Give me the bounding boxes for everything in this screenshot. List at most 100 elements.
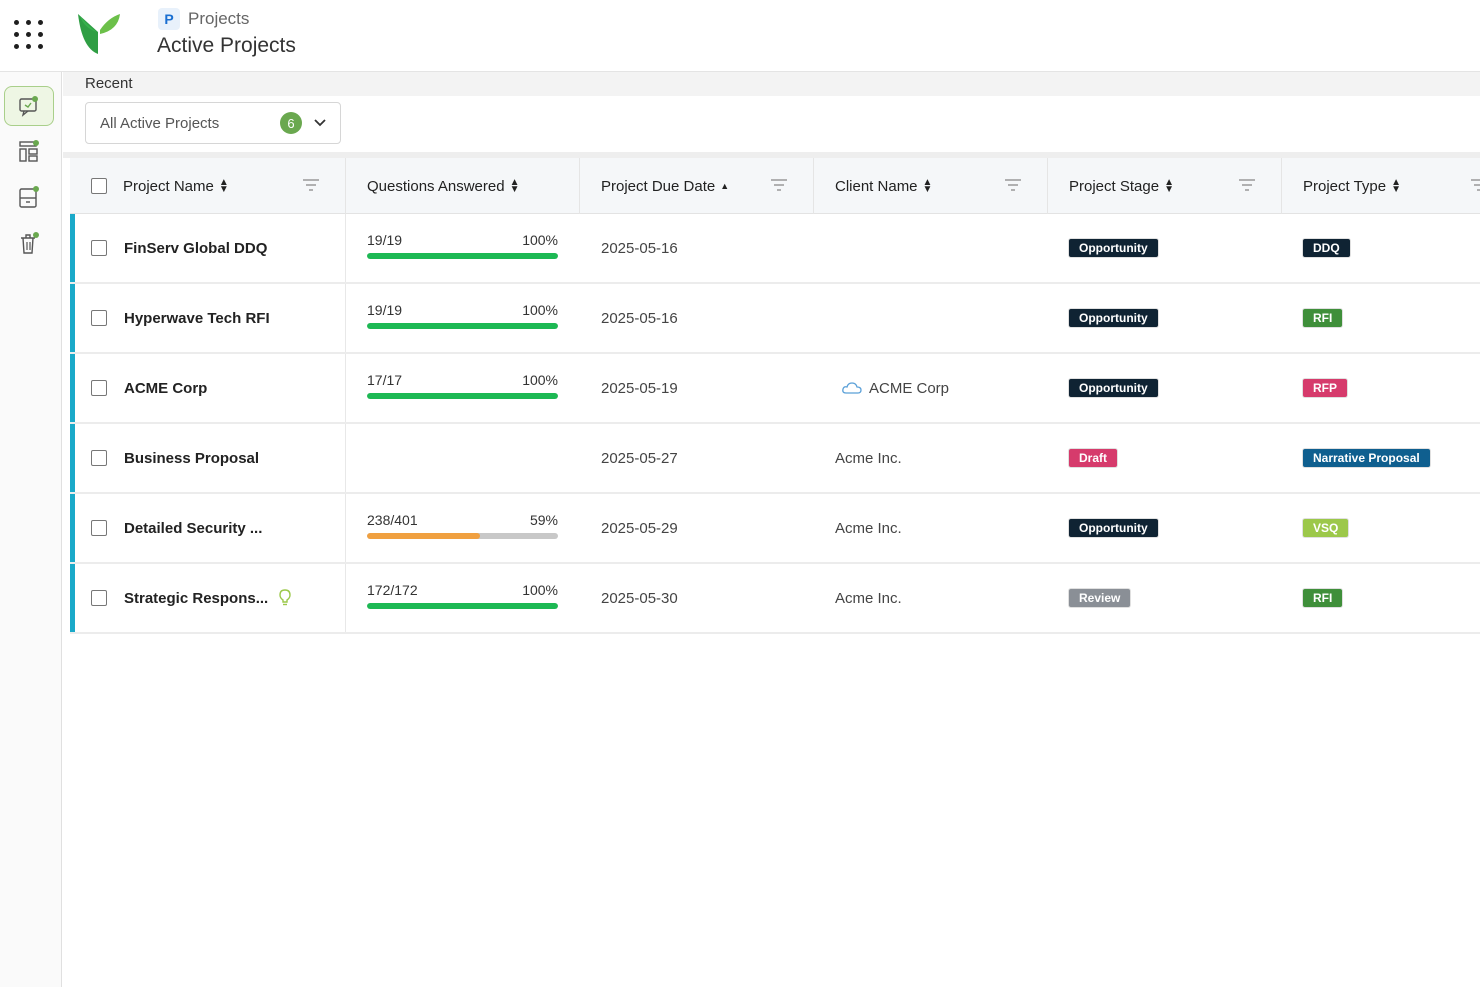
header-questions-answered-label: Questions Answered: [367, 177, 505, 195]
breadcrumb[interactable]: P Projects: [158, 8, 249, 30]
project-name-cell[interactable]: Business Proposal: [124, 424, 259, 492]
row-accent-bar: [70, 354, 75, 422]
project-name[interactable]: Detailed Security ...: [124, 519, 263, 537]
view-selector-dropdown[interactable]: All Active Projects 6: [85, 102, 341, 144]
select-all-cell: [91, 158, 107, 214]
project-name[interactable]: Hyperwave Tech RFI: [124, 309, 270, 327]
row-checkbox[interactable]: [91, 450, 107, 466]
project-stage-cell: Opportunity: [1069, 284, 1158, 352]
questions-progress: 172/172 100%: [367, 582, 558, 609]
sidebar-trash[interactable]: [4, 224, 54, 264]
header-client-name[interactable]: Client Name ▲ ▼: [835, 158, 932, 214]
project-name[interactable]: FinServ Global DDQ: [124, 239, 268, 257]
recent-bar: Recent: [63, 72, 1480, 96]
sort-icon[interactable]: ▲ ▼: [922, 177, 933, 195]
sort-icon[interactable]: ▲ ▼: [509, 177, 520, 195]
filter-icon[interactable]: [1004, 178, 1022, 192]
header-project-name[interactable]: Project Name ▲ ▼: [123, 158, 229, 214]
sidebar-templates[interactable]: [4, 132, 54, 172]
sidebar-active-projects[interactable]: [4, 86, 54, 126]
row-checkbox[interactable]: [91, 310, 107, 326]
header-project-stage[interactable]: Project Stage ▲ ▼: [1069, 158, 1174, 214]
sort-icon[interactable]: ▲ ▼: [218, 177, 229, 195]
table-row[interactable]: Detailed Security ... 238/401 59% 2025-0…: [70, 494, 1480, 564]
project-stage-badge: Opportunity: [1069, 519, 1158, 537]
project-stage-badge: Review: [1069, 589, 1131, 607]
client-name-cell: Acme Inc.: [835, 424, 902, 492]
questions-answered-percent: 100%: [522, 232, 558, 248]
filter-icon[interactable]: [1470, 178, 1480, 192]
client-name-cell: Acme Inc.: [835, 564, 902, 632]
due-date: 2025-05-16: [601, 239, 678, 257]
row-select-cell: [91, 564, 107, 632]
projects-table: Project Name ▲ ▼ Questions Answered ▲ ▼ Pr…: [70, 158, 1480, 634]
table-row[interactable]: ACME Corp 17/17 100% 2025-05-19 ACME Cor…: [70, 354, 1480, 424]
header-due-date[interactable]: Project Due Date ▲: [601, 158, 729, 214]
client-name-wrap: Acme Inc.: [835, 590, 902, 607]
project-stage-cell: Opportunity: [1069, 494, 1158, 562]
filter-area: All Active Projects 6: [63, 96, 1480, 152]
project-stage-cell: Draft: [1069, 424, 1118, 492]
filter-icon[interactable]: [1238, 178, 1256, 192]
header-questions-answered[interactable]: Questions Answered ▲ ▼: [367, 158, 519, 214]
due-date: 2025-05-16: [601, 309, 678, 327]
sort-icon[interactable]: ▲ ▼: [1391, 177, 1402, 195]
project-name-cell[interactable]: ACME Corp: [124, 354, 207, 422]
select-all-checkbox[interactable]: [91, 178, 107, 194]
progress-bar-fill: [367, 323, 558, 329]
row-select-cell: [91, 424, 107, 492]
questions-answered-count: 19/19: [367, 302, 403, 318]
due-date: 2025-05-29: [601, 519, 678, 537]
section-divider: [63, 152, 1480, 158]
table-row[interactable]: Hyperwave Tech RFI 19/19 100% 2025-05-16: [70, 284, 1480, 354]
client-name-wrap: Acme Inc.: [835, 450, 902, 467]
due-date-cell: 2025-05-27: [601, 424, 678, 492]
project-name-cell[interactable]: Hyperwave Tech RFI: [124, 284, 270, 352]
project-type-cell: RFP: [1303, 354, 1347, 422]
row-select-cell: [91, 214, 107, 282]
project-stage-badge: Opportunity: [1069, 239, 1158, 257]
templates-icon: [19, 140, 39, 162]
table-row[interactable]: Strategic Respons... 172/172 100% 2025-0…: [70, 564, 1480, 634]
project-count-badge: 6: [280, 112, 302, 134]
row-checkbox[interactable]: [91, 590, 107, 606]
questions-answered-count: 238/401: [367, 512, 418, 528]
page-title: Active Projects: [157, 34, 296, 57]
main-content: Recent All Active Projects 6 Project Nam…: [63, 72, 1480, 987]
questions-answered-count: 17/17: [367, 372, 403, 388]
row-checkbox[interactable]: [91, 520, 107, 536]
sort-icon[interactable]: ▲ ▼: [1164, 177, 1174, 195]
client-name-cell: Acme Inc.: [835, 494, 902, 562]
filter-icon[interactable]: [302, 178, 320, 192]
project-name[interactable]: ACME Corp: [124, 379, 208, 397]
sidebar-archived[interactable]: [4, 178, 54, 218]
project-name-cell[interactable]: Strategic Respons...: [124, 564, 292, 632]
client-name: ACME Corp: [869, 379, 950, 397]
due-date-cell: 2025-05-19: [601, 354, 678, 422]
project-type-badge: RFP: [1303, 379, 1347, 397]
header-project-name-label: Project Name: [123, 177, 214, 195]
cloud-icon: [842, 382, 862, 394]
table-row[interactable]: FinServ Global DDQ 19/19 100% 2025-05-16: [70, 214, 1480, 284]
progress-bar-track: [367, 603, 558, 609]
sort-ascending-icon[interactable]: ▲: [720, 180, 730, 191]
table-row[interactable]: Business Proposal 2025-05-27 Acme Inc.: [70, 424, 1480, 494]
project-type-cell: VSQ: [1303, 494, 1349, 562]
lightbulb-icon[interactable]: [278, 589, 292, 607]
project-type-badge: DDQ: [1303, 239, 1350, 257]
row-checkbox[interactable]: [91, 240, 107, 256]
project-name[interactable]: Strategic Respons...: [124, 589, 269, 607]
project-name-cell[interactable]: Detailed Security ...: [124, 494, 262, 562]
project-name-cell[interactable]: FinServ Global DDQ: [124, 214, 267, 282]
row-checkbox[interactable]: [91, 380, 107, 396]
filter-icon[interactable]: [770, 178, 788, 192]
row-accent-bar: [70, 494, 75, 562]
due-date: 2025-05-30: [601, 589, 678, 607]
active-projects-icon: [19, 96, 38, 117]
app-launcher-grid-icon[interactable]: [14, 20, 44, 50]
project-type-badge: Narrative Proposal: [1303, 449, 1430, 467]
breadcrumb-projects[interactable]: Projects: [188, 9, 250, 28]
header-project-type[interactable]: Project Type ▲ ▼: [1303, 158, 1401, 214]
project-stage-badge: Draft: [1069, 449, 1118, 467]
project-name[interactable]: Business Proposal: [124, 449, 260, 467]
